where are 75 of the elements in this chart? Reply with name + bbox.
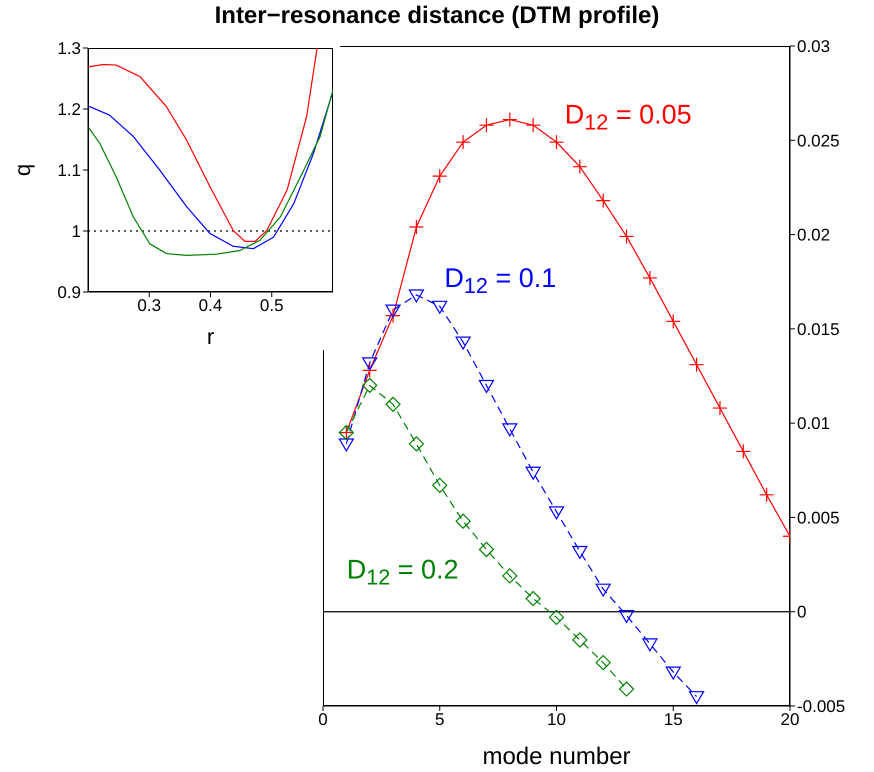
point bbox=[618, 610, 634, 624]
x-tick-label: 0.5 bbox=[260, 296, 284, 316]
x-tick-label: 0 bbox=[318, 710, 328, 730]
point bbox=[456, 514, 471, 529]
point bbox=[385, 304, 401, 318]
series-label: D$_{12}$ = 0.2 bbox=[346, 554, 459, 590]
point bbox=[642, 638, 658, 652]
point bbox=[456, 336, 471, 350]
point bbox=[666, 314, 681, 329]
point bbox=[548, 506, 564, 520]
series-label: D$_{12}$ = 0.1 bbox=[444, 263, 556, 298]
point bbox=[432, 168, 448, 184]
point bbox=[596, 584, 611, 597]
y-tick-label: 0 bbox=[797, 602, 806, 622]
x-tick-label: 10 bbox=[547, 710, 566, 730]
y-tick-label: 1.2 bbox=[57, 100, 81, 120]
point bbox=[666, 666, 681, 680]
point bbox=[362, 357, 378, 370]
y-axis-title: q bbox=[10, 164, 35, 176]
point bbox=[526, 590, 541, 606]
y-tick-label: 0.9 bbox=[57, 283, 81, 302]
point bbox=[618, 228, 634, 244]
series-label: D$_{12}$ = 0.05 bbox=[564, 100, 692, 135]
point bbox=[689, 357, 704, 372]
point bbox=[432, 300, 448, 314]
y-tick-label: 1 bbox=[72, 222, 81, 242]
point bbox=[362, 362, 378, 378]
point bbox=[618, 681, 634, 697]
y-tick-label: 0.02 bbox=[797, 226, 830, 245]
point bbox=[362, 378, 378, 394]
point bbox=[572, 546, 588, 559]
y-tick-label: -0.005 bbox=[797, 697, 846, 716]
point bbox=[548, 610, 564, 625]
x-tick-label: 5 bbox=[435, 710, 444, 730]
point bbox=[596, 655, 611, 670]
point bbox=[736, 444, 751, 460]
point bbox=[385, 308, 401, 324]
point bbox=[596, 193, 611, 208]
point bbox=[572, 632, 588, 648]
y-tick-label: 1.3 bbox=[57, 39, 81, 58]
y-tick-label: 0.01 bbox=[797, 414, 830, 434]
point bbox=[338, 438, 354, 452]
point bbox=[759, 487, 774, 502]
chart-title: Inter−resonance distance (DTM profile) bbox=[214, 2, 660, 30]
y-tick-label: 0.03 bbox=[797, 37, 830, 56]
point bbox=[502, 112, 518, 128]
x-axis-title: mode number bbox=[482, 743, 631, 770]
y-tick-label: 0.015 bbox=[797, 320, 840, 339]
point bbox=[712, 400, 728, 416]
point bbox=[502, 568, 518, 584]
point bbox=[478, 380, 494, 394]
point bbox=[548, 134, 564, 150]
point bbox=[385, 396, 401, 412]
point bbox=[432, 478, 448, 493]
x-axis-title: r bbox=[206, 324, 214, 349]
point bbox=[408, 219, 424, 235]
point bbox=[478, 118, 494, 133]
y-tick-label: 1.1 bbox=[57, 161, 81, 180]
point bbox=[572, 159, 588, 174]
y-tick-label: 0.005 bbox=[797, 508, 840, 528]
point bbox=[456, 134, 471, 150]
point bbox=[526, 118, 541, 133]
point bbox=[642, 270, 658, 286]
y-tick-label: 0.025 bbox=[797, 131, 840, 150]
point bbox=[478, 542, 494, 558]
x-tick-label: 0.3 bbox=[137, 296, 162, 316]
x-tick-label: 15 bbox=[664, 710, 683, 730]
point bbox=[502, 423, 518, 436]
x-tick-label: 20 bbox=[780, 710, 800, 730]
x-tick-label: 0.4 bbox=[198, 296, 222, 316]
point bbox=[408, 436, 424, 452]
point bbox=[526, 466, 541, 480]
point bbox=[408, 289, 424, 303]
line-series bbox=[88, 48, 318, 242]
point bbox=[689, 691, 704, 704]
